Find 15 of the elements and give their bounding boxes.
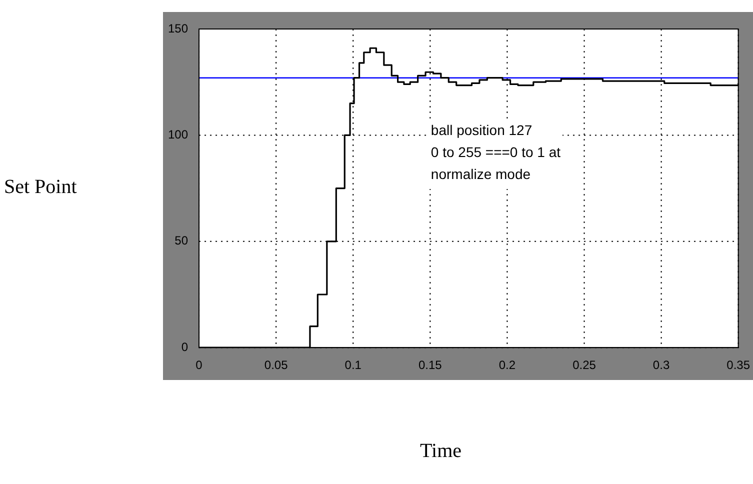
x-tick-label: 0.25: [572, 358, 596, 372]
x-tick-label: 0: [196, 358, 203, 372]
y-tick-label: 100: [168, 128, 188, 142]
x-axis-title: Time: [420, 440, 462, 463]
y-tick-label: 50: [174, 234, 188, 248]
x-tick-label: 0.3: [652, 358, 670, 372]
x-tick-label: 0.1: [344, 358, 362, 372]
x-tick-label: 0.2: [498, 358, 516, 372]
x-tick-label: 0.15: [418, 358, 442, 372]
y-tick-label: 150: [168, 21, 188, 36]
x-tick-label: 0.35: [726, 358, 750, 372]
y-tick-label: 0: [181, 340, 188, 354]
y-axis-title: Set Point: [4, 176, 77, 199]
annotation: ball position 127 0 to 255 ===0 to 1 at normalize mode: [430, 122, 561, 182]
x-tick-label: 0.05: [264, 358, 288, 372]
